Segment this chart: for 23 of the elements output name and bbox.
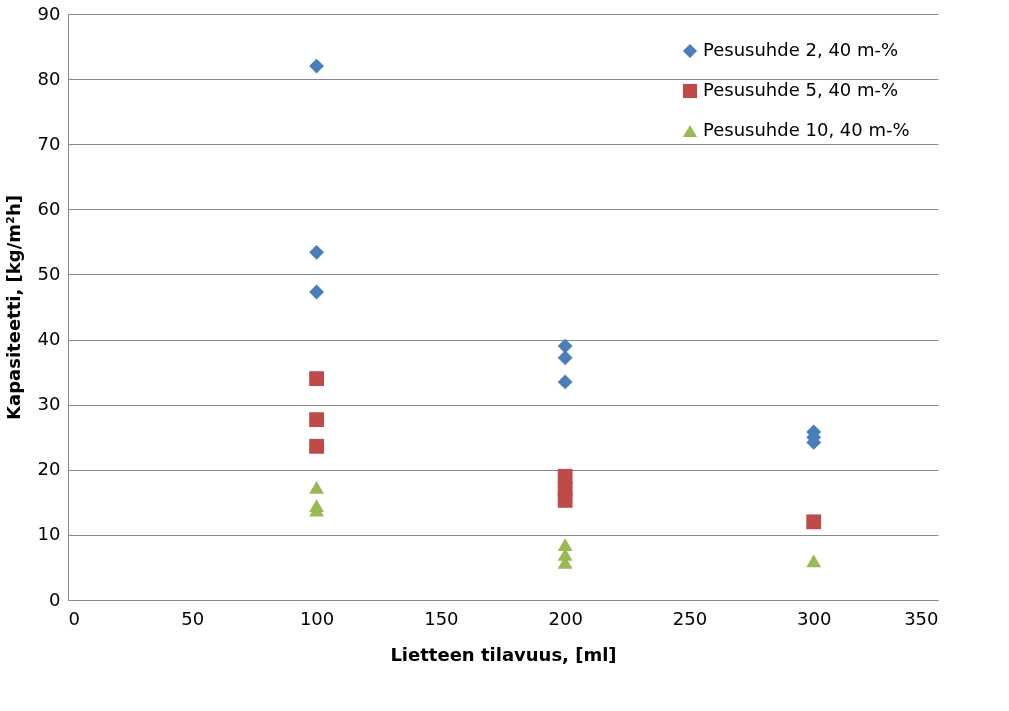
x-tick-label: 0 [68,607,80,629]
y-tick-label: 80 [37,67,61,89]
x-tick-label: 350 [904,607,939,629]
y-tick-label: 70 [37,132,61,154]
y-tick-label: 50 [37,262,61,284]
x-tick-label: 200 [548,607,583,629]
y-tick-label: 10 [37,523,61,545]
x-tick-label: 300 [797,607,832,629]
x-tick-label: 150 [424,607,459,629]
legend-label: Pesusuhde 10, 40 m-% [703,119,910,140]
legend-label: Pesusuhde 2, 40 m-% [703,39,899,60]
y-tick-label: 20 [37,458,61,480]
x-tick-label: 100 [299,607,335,629]
y-tick-label: 40 [37,328,61,350]
x-tick-label: 50 [181,607,205,629]
x-axis-title: Lietteen tilavuus, [ml] [390,643,617,665]
x-tick-label: 250 [672,607,708,629]
y-tick-label: 90 [37,2,61,24]
y-axis-title: Kapasiteetti, [kg/m²h] [2,195,24,420]
legend-label: Pesusuhde 5, 40 m-% [703,79,899,100]
y-tick-label: 60 [37,197,61,219]
y-tick-label: 0 [49,588,61,610]
y-tick-label: 30 [37,393,61,415]
